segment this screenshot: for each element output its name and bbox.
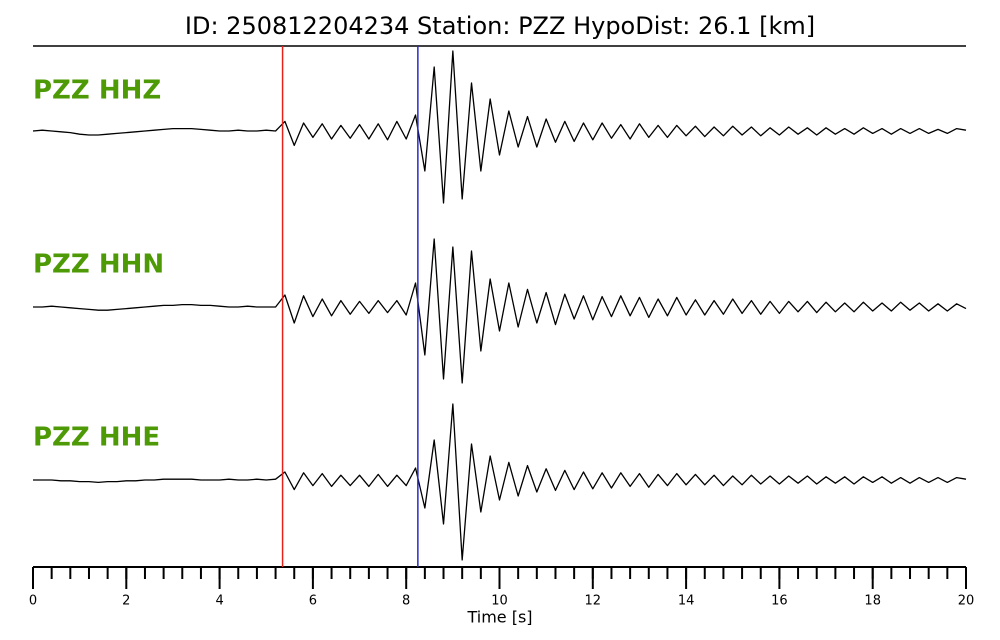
trace-label: PZZ HHZ [33, 76, 161, 106]
trace-label: PZZ HHE [33, 423, 160, 453]
waveform [33, 403, 967, 561]
x-axis-label: Time [s] [466, 608, 532, 627]
waveform [33, 238, 967, 384]
x-tick-label: 12 [585, 594, 602, 609]
x-tick-label: 8 [402, 594, 410, 609]
x-tick-label: 6 [309, 594, 317, 609]
x-tick-label: 14 [678, 594, 695, 609]
x-tick-label: 2 [122, 594, 130, 609]
x-tick-label: 0 [29, 594, 37, 609]
x-tick-label: 16 [771, 594, 788, 609]
x-tick-label: 10 [491, 594, 508, 609]
chart-title: ID: 250812204234 Station: PZZ HypoDist: … [185, 12, 815, 40]
x-tick-label: 20 [958, 594, 975, 609]
waveform [32, 50, 967, 204]
x-tick-label: 4 [215, 594, 223, 609]
trace-label: PZZ HHN [33, 250, 164, 280]
x-tick-label: 18 [864, 594, 881, 609]
